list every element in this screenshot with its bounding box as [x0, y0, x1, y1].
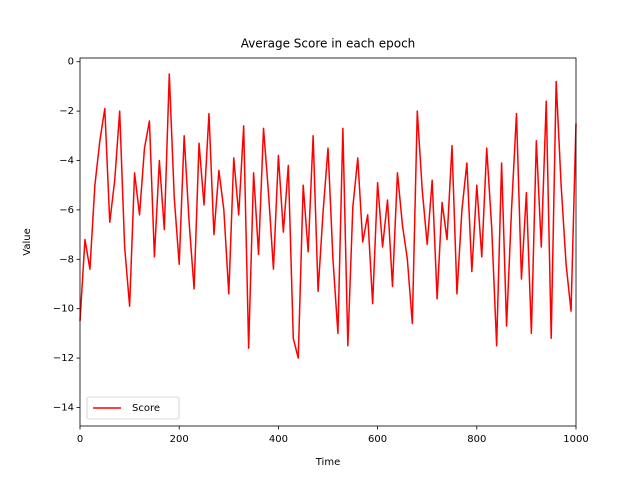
- x-tick-label: 1000: [563, 434, 588, 445]
- y-tick-label: −14: [53, 402, 74, 413]
- y-tick-label: −6: [59, 205, 74, 216]
- legend-box: [86, 396, 180, 420]
- x-tick-label: 200: [170, 434, 189, 445]
- legend-label: Score: [132, 403, 160, 414]
- x-tick-label: 0: [77, 434, 83, 445]
- x-tick-label: 400: [269, 434, 288, 445]
- x-tick-label: 600: [368, 434, 387, 445]
- x-tick-label: 800: [467, 434, 486, 445]
- line-series: [79, 73, 577, 359]
- y-tick-label: −10: [53, 304, 74, 315]
- plot-frame: [79, 57, 577, 427]
- y-tick-label: −12: [53, 353, 74, 364]
- y-axis-label: Value: [22, 228, 33, 255]
- y-tick-label: −8: [59, 254, 74, 265]
- y-tick-label: 0: [68, 57, 74, 68]
- x-axis-label: Time: [315, 457, 340, 468]
- chart-title: Average Score in each epoch: [241, 37, 416, 51]
- y-tick-label: −4: [59, 155, 74, 166]
- y-tick-label: −2: [59, 106, 74, 117]
